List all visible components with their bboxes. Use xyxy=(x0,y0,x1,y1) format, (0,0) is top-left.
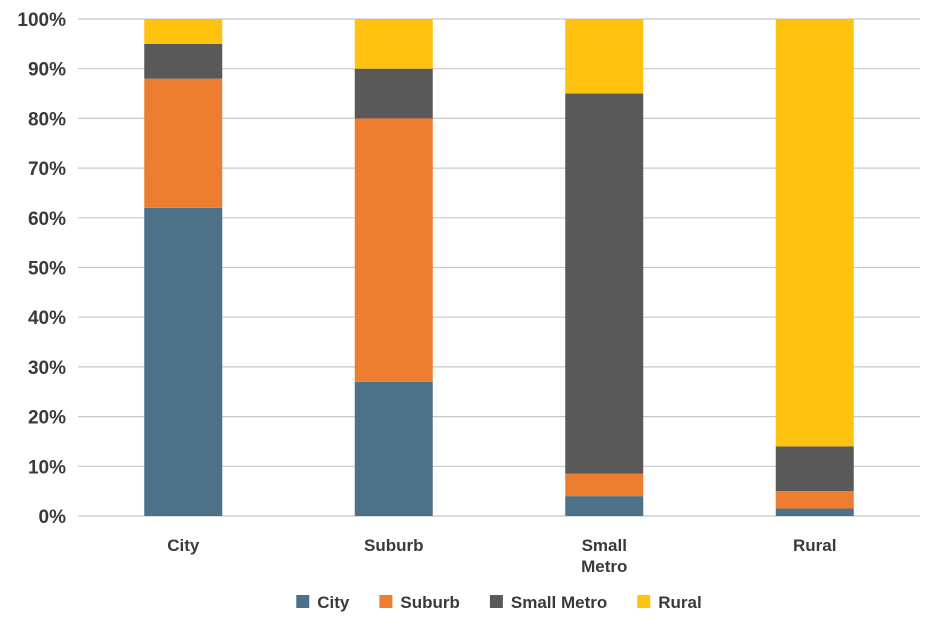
bar-segment-suburb xyxy=(354,118,433,382)
x-category-label: Small Metro xyxy=(581,536,627,576)
y-tick-label: 0% xyxy=(39,507,67,528)
bar-segment-suburb xyxy=(144,78,223,208)
bar-segment-small-metro xyxy=(144,43,223,79)
bar-segment-small-metro xyxy=(354,68,433,119)
legend-swatch xyxy=(637,595,651,608)
y-tick-label: 80% xyxy=(28,109,66,130)
legend: City Suburb Small Metro Rural xyxy=(296,593,702,612)
bar-segment-rural xyxy=(775,19,854,447)
legend-swatch xyxy=(379,595,393,608)
legend-label: Rural xyxy=(658,593,701,612)
x-axis-categories: City Suburb Small Metro Rural xyxy=(167,536,836,576)
x-category-label: Suburb xyxy=(364,536,424,555)
legend-label: Suburb xyxy=(400,593,460,612)
y-tick-label: 50% xyxy=(28,259,66,280)
y-tick-label: 60% xyxy=(28,209,66,230)
legend-swatch xyxy=(489,595,503,608)
bars xyxy=(144,19,854,517)
y-tick-label: 20% xyxy=(28,408,66,429)
legend-label: Small Metro xyxy=(511,593,607,612)
bar-segment-city xyxy=(775,508,854,516)
legend-label: City xyxy=(317,593,350,612)
bar-segment-small-metro xyxy=(775,446,854,492)
bar-segment-suburb xyxy=(565,473,644,497)
y-tick-label: 90% xyxy=(28,60,66,81)
x-category-label: City xyxy=(167,536,200,555)
y-tick-label: 10% xyxy=(28,457,66,478)
bar-segment-suburb xyxy=(775,491,854,509)
x-category-label: Rural xyxy=(793,536,836,555)
y-tick-label: 40% xyxy=(28,308,66,329)
bar-segment-rural xyxy=(144,19,223,44)
bar-segment-rural xyxy=(354,19,433,69)
bar-segment-small-metro xyxy=(565,93,644,474)
y-axis-ticks: 0% 10% 20% 30% 40% 50% 60% 70% 80% 90% 100% xyxy=(17,10,66,528)
y-tick-label: 30% xyxy=(28,358,66,379)
legend-swatch xyxy=(296,595,310,608)
y-tick-label: 70% xyxy=(28,159,66,180)
y-tick-label: 100% xyxy=(17,10,66,31)
bar-segment-city xyxy=(354,381,433,516)
bar-segment-rural xyxy=(565,19,644,94)
bar-segment-city xyxy=(565,496,644,516)
bar-segment-city xyxy=(144,207,223,517)
